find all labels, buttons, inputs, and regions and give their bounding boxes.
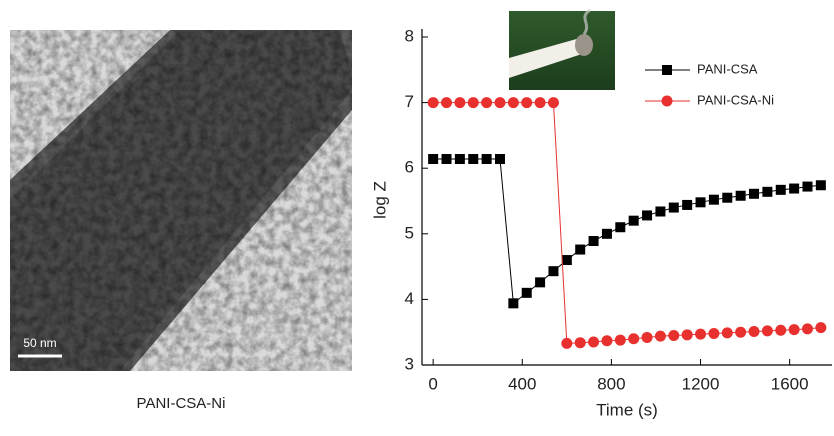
y-tick-label: 4 [405,289,414,308]
marker [789,184,799,194]
marker [494,97,505,108]
marker [575,337,586,348]
x-tick-label: 800 [597,374,625,393]
marker [602,229,612,239]
x-tick-label: 400 [508,374,536,393]
marker [695,329,706,340]
marker [749,189,759,199]
marker [668,330,679,341]
marker [696,197,706,207]
marker [535,97,546,108]
marker [468,97,479,108]
marker [454,97,465,108]
series-line [433,159,821,303]
marker [455,154,465,164]
marker [562,255,572,265]
marker [775,325,786,336]
marker [815,322,826,333]
marker [735,327,746,338]
marker [708,328,719,339]
marker [561,338,572,349]
marker [442,154,452,164]
x-tick-label: 1600 [771,374,809,393]
marker [749,326,760,337]
marker [441,97,452,108]
scale-bar-label: 50 nm [23,336,56,350]
marker [615,222,625,232]
marker [662,65,672,75]
marker [615,335,626,346]
marker [682,329,693,340]
x-tick-label: 1200 [682,374,720,393]
marker [521,97,532,108]
marker [722,193,732,203]
marker [575,245,585,255]
marker [762,187,772,197]
image-caption: PANI-CSA-Ni [137,395,226,412]
y-tick-label: 8 [405,26,414,45]
marker [428,97,439,108]
marker [428,154,438,164]
marker [548,97,559,108]
marker [495,154,505,164]
x-axis-label: Time (s) [596,400,658,419]
marker [468,154,478,164]
marker [629,216,639,226]
marker [642,210,652,220]
marker [508,298,518,308]
marker [601,335,612,346]
marker [548,266,558,276]
cigarette-photo [509,10,615,90]
marker [709,195,719,205]
series-line [433,103,821,344]
marker [628,333,639,344]
marker [642,332,653,343]
marker [736,191,746,201]
marker [762,325,773,336]
marker [508,97,519,108]
marker [802,323,813,334]
marker [682,200,692,210]
legend-label: PANI-CSA [697,61,758,76]
marker [722,327,733,338]
marker [589,236,599,246]
marker [669,203,679,213]
y-tick-label: 3 [405,354,414,373]
marker [522,288,532,298]
marker [802,182,812,192]
marker [535,277,545,287]
marker [482,154,492,164]
figure: 50 nm PANI-CSA-Ni 3 4 5 6 7 8 0 400 800 1200 1600 T… [0,0,834,431]
marker [655,331,666,342]
marker [655,206,665,216]
marker [816,180,826,190]
y-tick-label: 7 [405,92,414,111]
marker [789,324,800,335]
marker [481,97,492,108]
marker [776,185,786,195]
legend-label: PANI-CSA-Ni [697,92,774,107]
x-tick-label: 0 [428,374,437,393]
marker [588,337,599,348]
y-axis-label: log Z [370,181,389,219]
marker [662,96,673,107]
tem-image: 50 nm [10,30,352,371]
y-tick-label: 5 [405,223,414,242]
y-tick-label: 6 [405,158,414,177]
